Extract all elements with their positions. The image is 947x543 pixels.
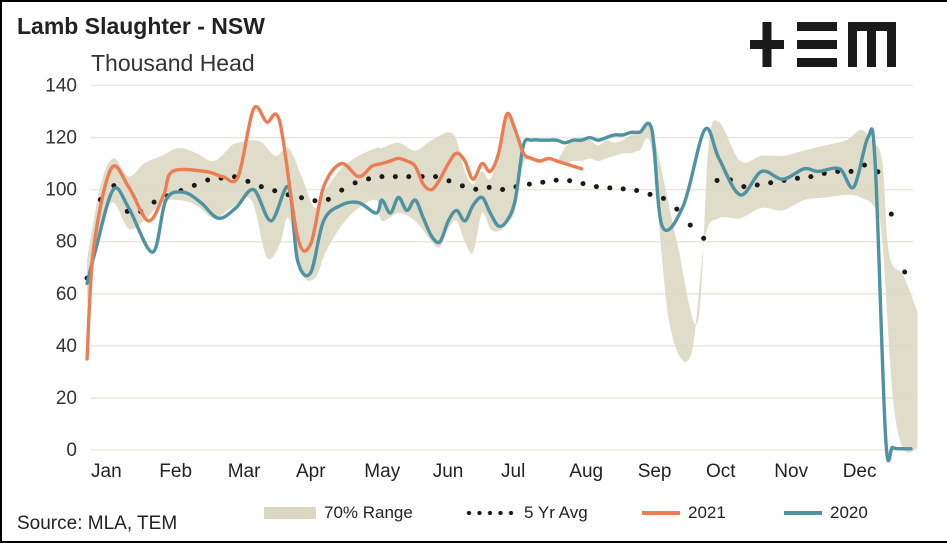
svg-text:0: 0 xyxy=(66,440,77,461)
svg-text:40: 40 xyxy=(56,336,77,357)
svg-text:Feb: Feb xyxy=(159,461,192,482)
svg-text:Aug: Aug xyxy=(569,461,603,482)
svg-text:60: 60 xyxy=(56,284,77,305)
svg-text:100: 100 xyxy=(45,180,77,201)
svg-text:Jun: Jun xyxy=(433,461,464,482)
svg-text:May: May xyxy=(364,461,400,482)
svg-text:Nov: Nov xyxy=(774,461,808,482)
svg-text:Dec: Dec xyxy=(843,461,877,482)
svg-text:20: 20 xyxy=(56,388,77,409)
svg-text:140: 140 xyxy=(45,76,77,97)
svg-text:Sep: Sep xyxy=(638,461,672,482)
svg-text:Jul: Jul xyxy=(501,461,525,482)
svg-text:Mar: Mar xyxy=(228,461,261,482)
svg-text:Jan: Jan xyxy=(91,461,122,482)
svg-text:120: 120 xyxy=(45,128,77,149)
svg-text:Oct: Oct xyxy=(706,461,736,482)
svg-text:Apr: Apr xyxy=(296,461,326,482)
svg-text:80: 80 xyxy=(56,232,77,253)
